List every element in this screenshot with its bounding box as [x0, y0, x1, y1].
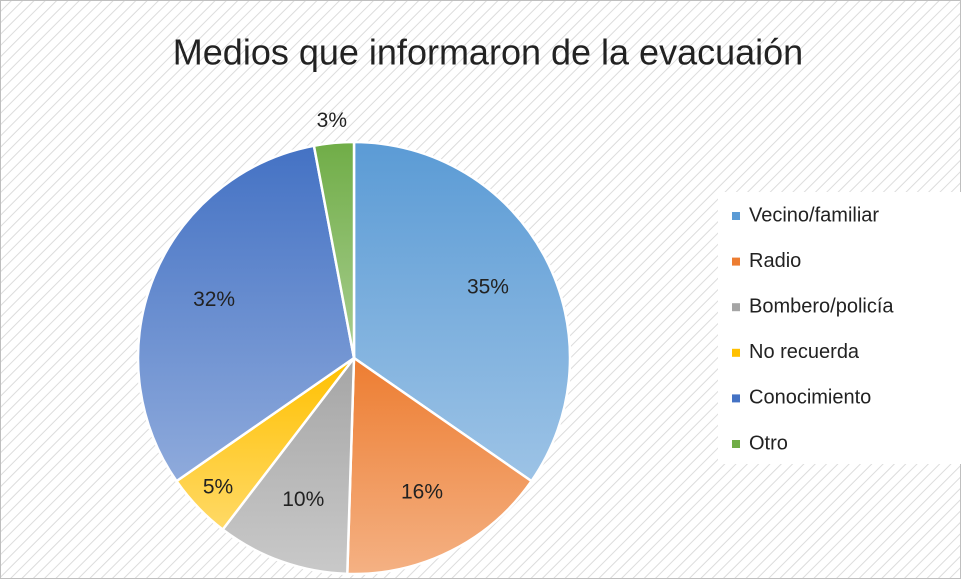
data-label: 3%	[317, 109, 347, 132]
legend-label: No recuerda	[749, 341, 860, 363]
legend-label: Radio	[749, 250, 801, 272]
data-label: 5%	[203, 475, 233, 498]
pie: 35% 16% 10% 5% 32% 3%	[136, 109, 572, 576]
legend-marker	[732, 440, 740, 448]
legend-marker	[732, 348, 740, 357]
legend-marker	[732, 394, 740, 403]
legend-label: Bombero/policía	[749, 295, 894, 317]
pie-slice	[345, 355, 534, 576]
chart-title: Medios que informaron de la evacuaión	[173, 32, 803, 73]
legend-label: Vecino/familiar	[749, 204, 879, 226]
legend-marker	[732, 212, 740, 220]
pie-slice	[312, 140, 356, 359]
legend-marker	[732, 257, 740, 266]
legend-background	[718, 192, 961, 464]
pie-slice	[136, 144, 356, 483]
legend-label: Otro	[749, 432, 788, 454]
data-label: 16%	[401, 481, 443, 504]
data-label: 35%	[467, 275, 509, 298]
pie-slice	[220, 354, 356, 576]
legend: Vecino/familiar Radio Bombero/policía No re…	[732, 204, 894, 454]
legend-label: Conocimiento	[749, 387, 871, 409]
legend-marker	[732, 303, 740, 312]
data-label: 32%	[193, 288, 235, 311]
pie-slice	[352, 140, 572, 483]
data-label: 10%	[282, 488, 324, 511]
